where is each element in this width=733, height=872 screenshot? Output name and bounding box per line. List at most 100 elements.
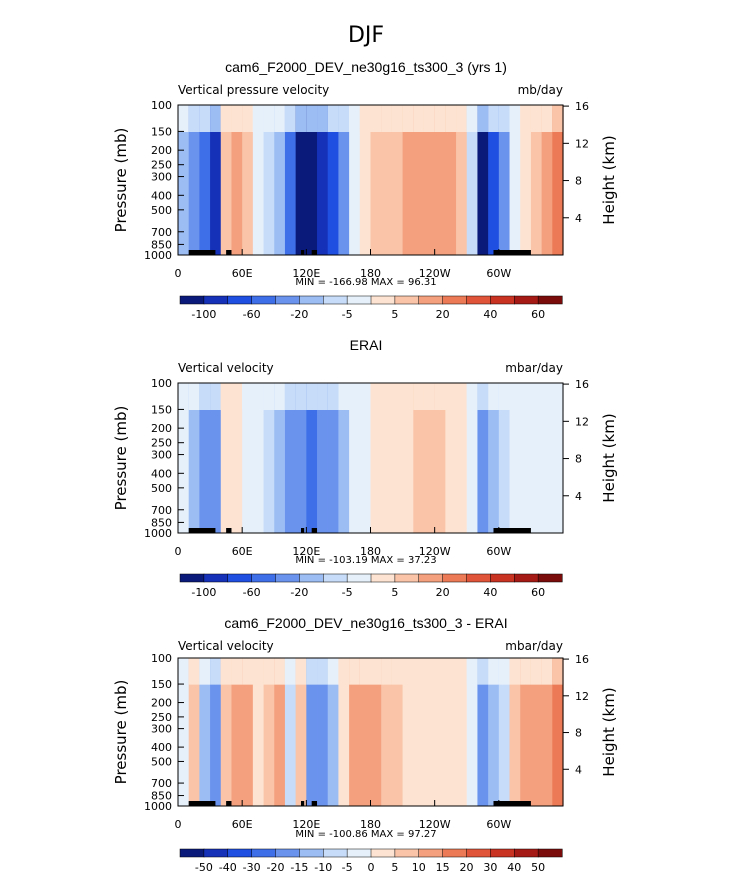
y-axis-label: Pressure (mb) <box>112 680 130 785</box>
x-tick-label: 60W <box>486 267 511 280</box>
colorbar-swatch <box>346 295 372 305</box>
heatmap-column-upper <box>445 658 457 685</box>
colorbar-label: 30 <box>483 861 497 872</box>
y-tick-label: 250 <box>151 711 172 724</box>
heatmap-column <box>552 105 564 255</box>
heatmap-column <box>520 658 532 806</box>
heatmap-column-upper <box>349 383 361 410</box>
heatmap-column-upper <box>520 105 532 132</box>
y-tick-label: 400 <box>151 467 172 480</box>
heatmap-column <box>423 383 436 533</box>
topography-mask <box>188 250 216 255</box>
heatmap-column <box>413 658 425 806</box>
x-tick-label: 60E <box>232 545 253 558</box>
heatmap-column <box>231 383 243 533</box>
colorbar-swatch <box>418 295 444 305</box>
y-tick-label: 500 <box>151 204 172 217</box>
heatmap-column-upper <box>359 105 372 132</box>
colorbar-swatch <box>394 848 420 858</box>
heatmap-column-upper <box>338 658 350 685</box>
heatmap-column <box>199 105 211 255</box>
heatmap-column <box>445 105 457 255</box>
colorbar-label: -20 <box>267 861 285 872</box>
colorbar-swatch <box>490 295 515 305</box>
heatmap-column <box>477 658 489 806</box>
heatmap-column-upper <box>434 105 446 132</box>
heatmap-column <box>306 383 318 533</box>
x-tick-label: 60W <box>486 818 511 831</box>
colorbar-swatch <box>275 573 300 583</box>
colorbar-swatch <box>299 848 324 858</box>
panel-units-label: mb/day <box>518 83 563 97</box>
heatmap-column-upper <box>263 658 275 685</box>
panel-title: cam6_F2000_DEV_ne30g16_ts300_3 - ERAI <box>224 615 507 631</box>
y-tick-label: 200 <box>151 697 172 710</box>
heatmap-column-upper <box>370 105 382 132</box>
heatmap-column <box>402 105 414 255</box>
colorbar-swatch <box>227 295 253 305</box>
height-tick-label: 16 <box>575 100 589 113</box>
heatmap-column-upper <box>466 105 479 132</box>
colorbar-label: 10 <box>412 861 426 872</box>
colorbar-swatch <box>442 295 468 305</box>
topography-mask <box>226 801 232 806</box>
heatmap-column-upper <box>231 383 243 410</box>
colorbar-swatch <box>418 848 444 858</box>
topography-mask <box>188 801 216 806</box>
heatmap-column <box>541 105 553 255</box>
heatmap-column-upper <box>552 383 564 410</box>
colorbar-swatch <box>203 295 229 305</box>
heatmap-column-upper <box>530 105 543 132</box>
y-tick-label: 700 <box>151 226 172 239</box>
y-tick-label: 150 <box>151 125 172 138</box>
colorbar-label: 20 <box>460 861 474 872</box>
heatmap-column <box>210 658 222 806</box>
heatmap-column-upper <box>220 105 233 132</box>
heatmap-column-upper <box>252 105 265 132</box>
heatmap-column-upper <box>466 383 479 410</box>
heatmap-column <box>188 658 200 806</box>
x-tick-label: 60E <box>232 267 253 280</box>
colorbar-swatch <box>442 573 468 583</box>
y-tick-label: 200 <box>151 422 172 435</box>
topography-mask <box>300 801 305 806</box>
x-tick-label: 120E <box>292 545 320 558</box>
heatmap-column <box>541 383 553 533</box>
y-tick-label: 250 <box>151 159 172 172</box>
heatmap-column <box>231 105 243 255</box>
colorbar-label: -20 <box>290 308 308 321</box>
heatmap-column-upper <box>242 383 254 410</box>
heatmap-column <box>242 658 254 806</box>
heatmap-column-upper <box>359 383 372 410</box>
colorbar-swatch <box>490 848 515 858</box>
colorbar-label: 5 <box>391 586 398 599</box>
heatmap-column-upper <box>242 105 254 132</box>
colorbar-swatch <box>442 848 468 858</box>
height-tick-label: 4 <box>575 763 582 776</box>
heatmap-column <box>498 383 511 533</box>
heatmap-column <box>220 383 233 533</box>
heatmap-column <box>434 105 446 255</box>
heatmap-column-upper <box>284 105 297 132</box>
heatmap-column-upper <box>423 658 436 685</box>
heatmap-column <box>231 658 243 806</box>
heatmap-column-upper <box>295 105 307 132</box>
y-tick-label: 100 <box>151 377 172 390</box>
colorbar-label: 40 <box>507 861 521 872</box>
x-tick-label: 60W <box>486 545 511 558</box>
heatmap-column-upper <box>466 658 479 685</box>
heatmap-column-upper <box>541 383 553 410</box>
heatmap-column-upper <box>349 658 361 685</box>
heatmap-column <box>434 383 446 533</box>
colorbar: -100 -60 -20 -5 5 20 40 60 <box>179 573 563 599</box>
panel-variable-label: Vertical velocity <box>178 361 274 375</box>
heatmap-column <box>306 658 318 806</box>
heatmap-column-upper <box>370 383 382 410</box>
heatmap-column-upper <box>370 658 382 685</box>
colorbar-swatch <box>251 573 277 583</box>
heatmap-column-upper <box>327 105 340 132</box>
height-tick-label: 12 <box>575 415 589 428</box>
colorbar-swatch <box>323 573 348 583</box>
x-tick-label: 180 <box>360 818 381 831</box>
